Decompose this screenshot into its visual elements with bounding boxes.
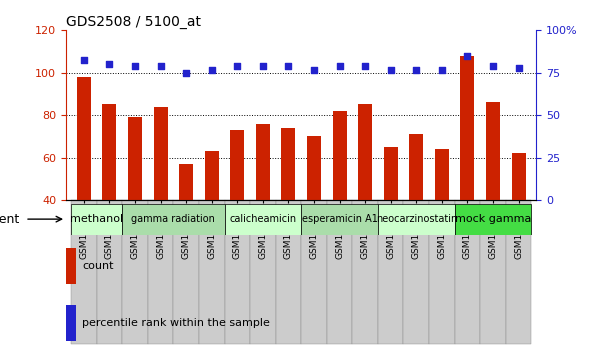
Bar <box>276 200 301 344</box>
Bar <box>66 248 76 284</box>
Bar <box>486 102 500 200</box>
Bar <box>301 204 378 235</box>
Point <box>386 68 395 73</box>
Text: neocarzinostatin: neocarzinostatin <box>376 214 457 224</box>
Bar <box>97 200 122 344</box>
Bar <box>122 204 224 235</box>
Point <box>79 57 89 63</box>
Text: count: count <box>82 261 114 271</box>
Bar <box>205 151 219 200</box>
Text: GDS2508 / 5100_at: GDS2508 / 5100_at <box>66 15 201 29</box>
Bar <box>153 107 167 200</box>
Bar <box>429 200 455 344</box>
Bar <box>409 134 423 200</box>
Bar <box>66 305 76 341</box>
Text: esperamicin A1: esperamicin A1 <box>302 214 378 224</box>
Bar <box>77 77 91 200</box>
Point <box>156 63 166 69</box>
Bar <box>511 153 525 200</box>
Bar <box>224 200 250 344</box>
Bar <box>378 204 455 235</box>
Text: calicheamicin: calicheamicin <box>229 214 296 224</box>
Bar <box>250 200 276 344</box>
Bar <box>174 200 199 344</box>
Bar <box>128 117 142 200</box>
Bar <box>256 124 270 200</box>
Text: agent: agent <box>0 213 20 225</box>
Bar <box>103 104 117 200</box>
Point <box>130 63 140 69</box>
Bar <box>353 200 378 344</box>
Bar <box>435 149 449 200</box>
Bar <box>224 204 301 235</box>
Bar <box>461 56 475 200</box>
Bar <box>506 200 532 344</box>
Point <box>181 70 191 75</box>
Point <box>309 68 319 73</box>
Point <box>411 68 421 73</box>
Bar <box>148 200 174 344</box>
Point <box>488 63 498 69</box>
Bar <box>71 200 97 344</box>
Point <box>463 53 472 58</box>
Bar <box>301 200 327 344</box>
Bar <box>378 200 403 344</box>
Bar <box>327 200 353 344</box>
Text: mock gamma: mock gamma <box>455 214 531 224</box>
Bar <box>332 111 346 200</box>
Bar <box>455 200 480 344</box>
Bar <box>230 130 244 200</box>
Bar <box>179 164 193 200</box>
Bar <box>358 104 372 200</box>
Point <box>232 63 242 69</box>
Text: percentile rank within the sample: percentile rank within the sample <box>82 318 270 328</box>
Bar <box>122 200 148 344</box>
Bar <box>480 200 506 344</box>
Point <box>514 65 524 71</box>
Point <box>104 61 114 67</box>
Text: gamma radiation: gamma radiation <box>131 214 215 224</box>
Bar <box>384 147 398 200</box>
Point <box>207 68 217 73</box>
Text: methanol: methanol <box>70 214 123 224</box>
Bar <box>455 204 532 235</box>
Point <box>360 63 370 69</box>
Point <box>335 63 345 69</box>
Bar <box>307 136 321 200</box>
Bar <box>282 128 296 200</box>
Point <box>284 63 293 69</box>
Bar <box>403 200 429 344</box>
Point <box>437 68 447 73</box>
Point <box>258 63 268 69</box>
Bar <box>199 200 224 344</box>
Bar <box>71 204 122 235</box>
